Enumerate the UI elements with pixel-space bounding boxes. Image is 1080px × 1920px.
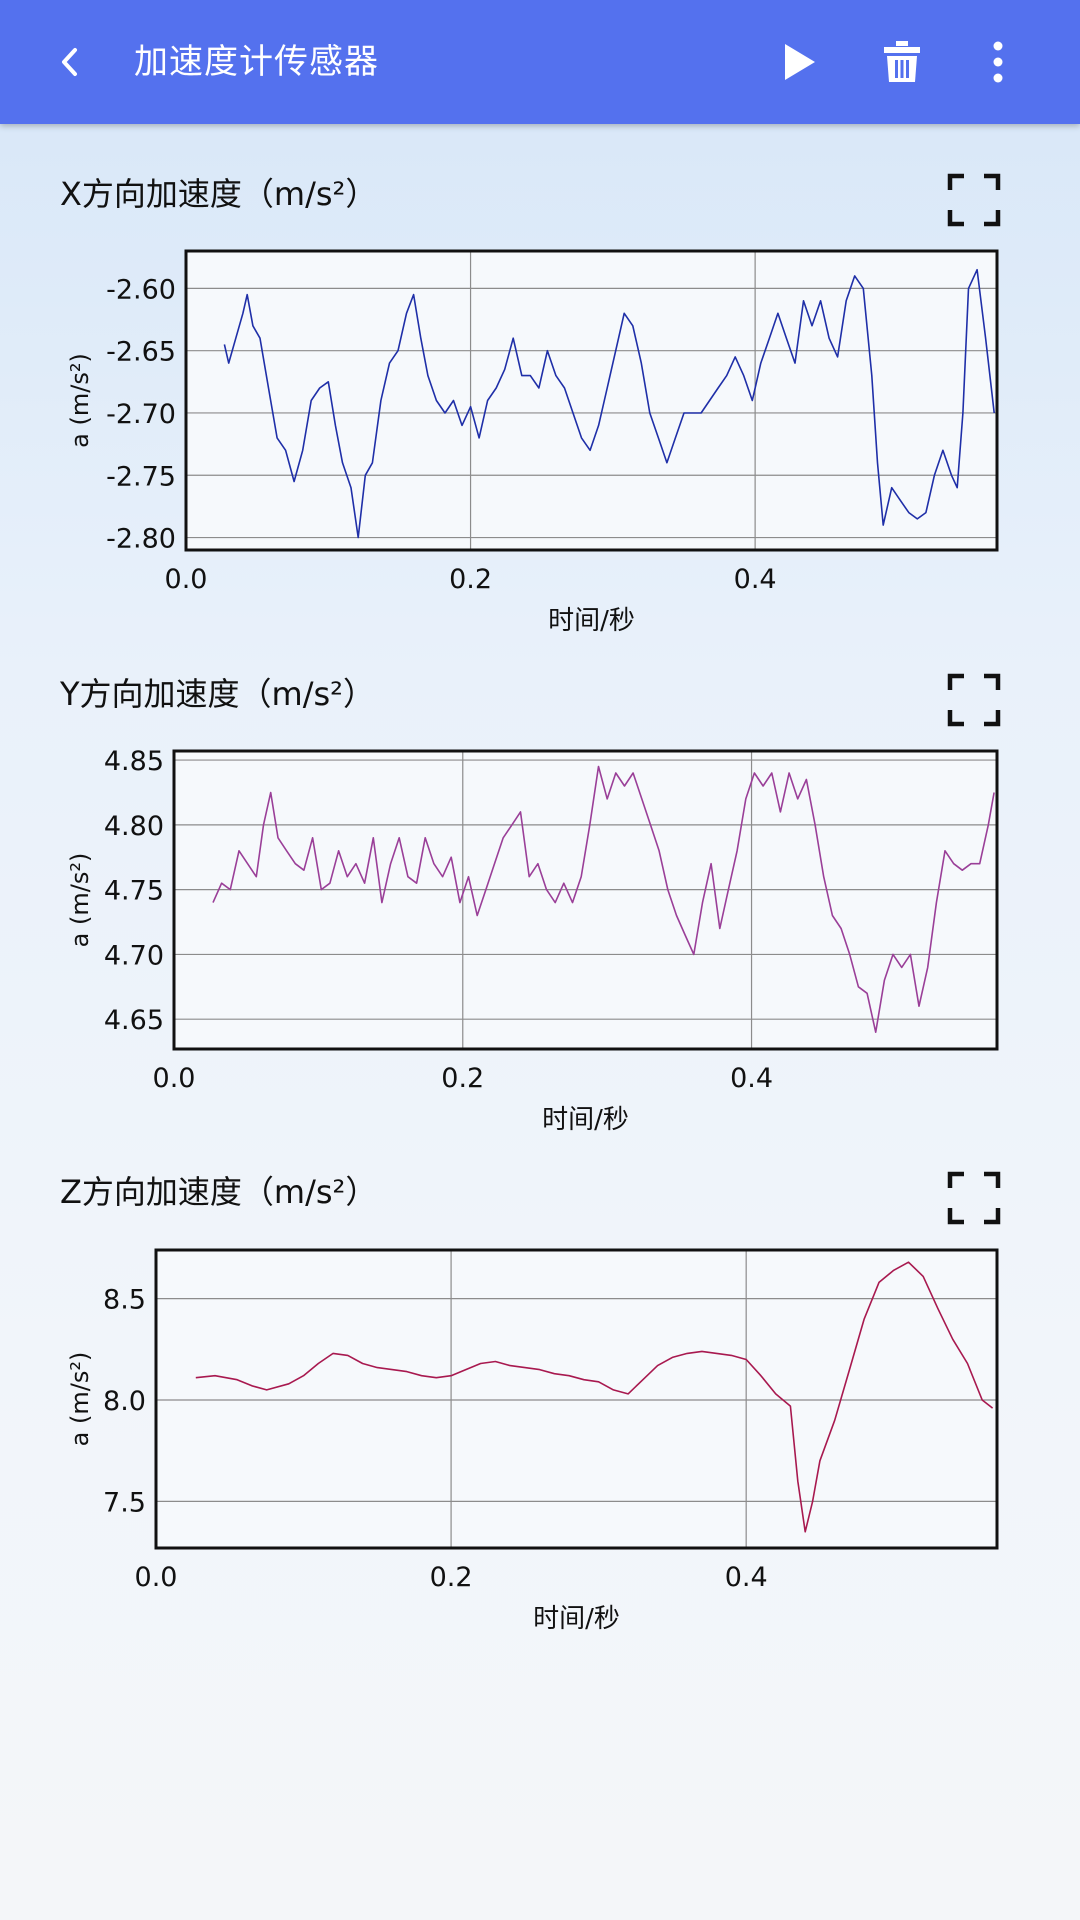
x-tick-label: 0.4	[725, 1562, 768, 1593]
more-vert-icon	[993, 41, 1003, 83]
x-axis-label: 时间/秒	[548, 606, 635, 636]
back-arrow-icon	[62, 48, 77, 76]
y-tick-label: 4.65	[104, 1005, 164, 1036]
chart-title: Z方向加速度（m/s²）	[60, 1173, 378, 1211]
y-tick-label: 4.75	[104, 876, 164, 907]
x-tick-label: 0.4	[730, 1063, 773, 1094]
fullscreen-icon	[947, 173, 1001, 227]
y-tick-label: -2.60	[106, 274, 176, 305]
plot-area	[156, 1250, 997, 1548]
series-line	[212, 765, 995, 1033]
fullscreen-icon	[947, 1171, 1001, 1225]
series-line	[195, 1261, 994, 1533]
fullscreen-button[interactable]	[944, 670, 1004, 730]
y-tick-label: -2.70	[106, 399, 176, 430]
x-tick-label: 0.0	[135, 1562, 178, 1593]
x-tick-label: 0.2	[449, 564, 492, 595]
x-tick-label: 0.2	[430, 1562, 473, 1593]
chart-2: 8.5 8.0 7.5 0.0 0.2 0.4 时间/秒 a (m/s²)	[66, 1248, 999, 1634]
plot-area	[186, 251, 997, 550]
y-tick-label: -2.80	[106, 524, 176, 555]
x-axis-label: 时间/秒	[542, 1105, 629, 1135]
plot-area	[174, 751, 997, 1049]
plot-frame	[184, 249, 999, 552]
fullscreen-button[interactable]	[944, 1168, 1004, 1228]
y-tick-label: 8.5	[103, 1285, 146, 1316]
fullscreen-icon	[947, 673, 1001, 727]
app-bar: 加速度计传感器	[0, 0, 1080, 124]
x-tick-label: 0.2	[441, 1063, 484, 1094]
play-button[interactable]	[765, 30, 829, 94]
y-axis-label: a (m/s²)	[66, 853, 94, 948]
series-line	[223, 268, 995, 539]
x-tick-label: 0.4	[734, 564, 777, 595]
y-tick-label: -2.75	[106, 461, 176, 492]
plot-frame	[154, 1248, 999, 1550]
y-tick-label: 7.5	[103, 1487, 146, 1518]
y-tick-label: 4.85	[104, 746, 164, 777]
back-button[interactable]	[40, 30, 104, 94]
more-options-button[interactable]	[966, 30, 1030, 94]
x-tick-label: 0.0	[153, 1063, 196, 1094]
chart-0: -2.60 -2.65 -2.70 -2.75 -2.80 0.0 0.2 0.4 时间/秒 a …	[66, 249, 999, 636]
delete-button[interactable]	[870, 30, 934, 94]
plot-frame	[172, 749, 999, 1051]
trash-icon	[884, 41, 920, 82]
y-axis-label: a (m/s²)	[66, 353, 94, 448]
chart-1: 4.85 4.80 4.75 4.70 4.65 0.0 0.2 0.4 时间/秒 a (m/s²…	[66, 746, 999, 1135]
y-tick-label: -2.65	[106, 337, 176, 368]
play-icon	[785, 44, 815, 80]
y-tick-label: 4.70	[104, 940, 164, 971]
chart-title: Y方向加速度（m/s²）	[60, 675, 376, 713]
chart-title: X方向加速度（m/s²）	[60, 175, 378, 213]
y-axis-label: a (m/s²)	[66, 1352, 94, 1447]
y-tick-label: 4.80	[104, 811, 164, 842]
fullscreen-button[interactable]	[944, 170, 1004, 230]
y-tick-label: 8.0	[103, 1386, 146, 1417]
page-title: 加速度计传感器	[134, 42, 379, 82]
x-tick-label: 0.0	[165, 564, 208, 595]
x-axis-label: 时间/秒	[533, 1604, 620, 1634]
